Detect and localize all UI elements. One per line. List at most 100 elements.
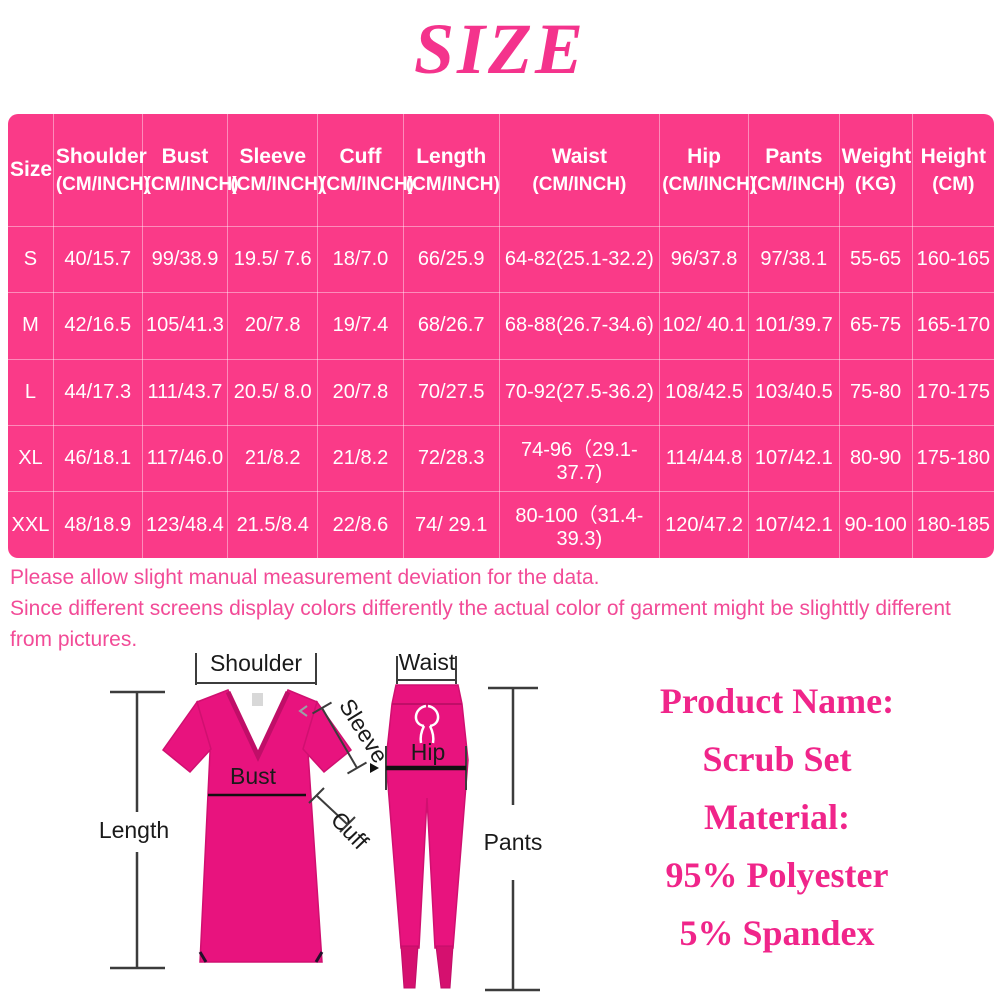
size-label: S	[8, 225, 54, 294]
size-value: 18/7.0	[317, 225, 404, 294]
measurement-diagram: Shoulder Sleeve Bust Cuff Length Waist	[99, 649, 543, 992]
size-value: 74-96（29.1-37.7)	[498, 424, 661, 493]
pants-measure-line	[485, 686, 540, 992]
size-value: 19.5/ 7.6	[227, 225, 319, 294]
size-value: 101/39.7	[747, 292, 840, 360]
size-value: 107/42.1	[747, 424, 840, 493]
size-table-head-row: Size Shoulder (CM/INCH) Bust (CM/INCH) Sleeve…	[8, 114, 994, 227]
measurement-notes: Please allow slight manual measurement d…	[10, 562, 970, 655]
size-value: 170-175	[911, 358, 994, 426]
column-header-weight: Weight (KG)	[838, 114, 913, 227]
column-header-shoulder: Shoulder (CM/INCH)	[52, 114, 150, 227]
hip-label: Hip	[411, 739, 446, 765]
size-row-l: L 44/17.3 111/43.7 20.5/ 8.0 20/7.8 70/27.5 70…	[8, 358, 994, 426]
size-value: 99/38.9	[141, 225, 229, 294]
size-value: 96/37.8	[659, 225, 749, 294]
size-row-s: S 40/15.7 99/38.9 19.5/ 7.6 18/7.0 66/25.9 64-…	[8, 225, 994, 294]
size-value: 103/40.5	[747, 358, 840, 426]
size-value: 111/43.7	[141, 358, 229, 426]
size-label: XL	[8, 424, 54, 493]
column-header-length: Length (CM/INCH)	[402, 114, 500, 227]
size-label: M	[8, 292, 54, 360]
size-value: 74/ 29.1	[402, 491, 500, 558]
column-header-pants: Pants (CM/INCH)	[747, 114, 845, 227]
column-header-bust: Bust (CM/INCH)	[141, 114, 239, 227]
waist-measure-line	[396, 656, 457, 684]
size-value: 42/16.5	[52, 292, 143, 360]
size-value: 64-82(25.1-32.2)	[498, 225, 661, 294]
size-row-xl: XL 46/18.1 117/46.0 21/8.2 21/8.2 72/28.3 74-9…	[8, 424, 994, 493]
note-line: Please allow slight manual measurement d…	[10, 566, 600, 589]
size-value: 20/7.8	[317, 358, 404, 426]
size-value: 66/25.9	[402, 225, 500, 294]
size-value: 97/38.1	[747, 225, 840, 294]
product-info-line: 95% Polyester	[665, 855, 889, 895]
size-value: 21/8.2	[317, 424, 404, 493]
scrub-pants-illustration	[385, 684, 469, 989]
size-row-m: M 42/16.5 105/41.3 20/7.8 19/7.4 68/26.7 68-88…	[8, 292, 994, 360]
waist-label: Waist	[399, 649, 456, 675]
pants-label: Pants	[484, 829, 543, 855]
product-info: Product Name: Scrub Set Material: 95% Po…	[612, 672, 942, 962]
scrub-top-illustration	[161, 689, 353, 963]
cuff-label: Cuff	[326, 806, 374, 855]
size-value: 55-65	[838, 225, 913, 294]
column-header-size: Size	[8, 114, 54, 227]
drawstring	[414, 704, 440, 744]
length-measure-line	[110, 690, 165, 970]
size-value: 44/17.3	[52, 358, 143, 426]
v-neck-collar	[225, 690, 291, 762]
column-header-waist: Waist (CM/INCH)	[498, 114, 661, 227]
sleeve-measure-line	[311, 701, 368, 775]
cuff-measure-line	[308, 787, 356, 833]
size-value: 68/26.7	[402, 292, 500, 360]
size-value: 117/46.0	[141, 424, 229, 493]
size-value: 108/42.5	[659, 358, 749, 426]
hip-measure-line	[370, 746, 467, 790]
page-title: SIZE	[413, 9, 587, 89]
size-table-body: S 40/15.7 99/38.9 19.5/ 7.6 18/7.0 66/25.9 64-…	[8, 225, 994, 558]
size-value: 90-100	[838, 491, 913, 558]
size-table: Size Shoulder (CM/INCH) Bust (CM/INCH) Sleeve…	[8, 114, 994, 558]
size-value: 114/44.8	[659, 424, 749, 493]
size-value: 102/ 40.1	[659, 292, 749, 360]
size-value: 46/18.1	[52, 424, 143, 493]
brand-mark-icon	[298, 705, 308, 717]
size-label: L	[8, 358, 54, 426]
size-table-wrap: Size Shoulder (CM/INCH) Bust (CM/INCH) Sleeve…	[8, 114, 994, 558]
column-header-sleeve: Sleeve (CM/INCH)	[227, 114, 324, 227]
column-header-height: Height (CM)	[911, 114, 994, 227]
size-value: 20/7.8	[227, 292, 319, 360]
size-value: 105/41.3	[141, 292, 229, 360]
length-label: Length	[99, 817, 169, 843]
size-value: 107/42.1	[747, 491, 840, 558]
size-value: 21.5/8.4	[227, 491, 319, 558]
shoulder-measure-line	[195, 653, 317, 685]
column-header-hip: Hip (CM/INCH)	[659, 114, 756, 227]
size-value: 19/7.4	[317, 292, 404, 360]
size-value: 175-180	[911, 424, 994, 493]
note-line: Since different screens display colors d…	[10, 597, 951, 651]
size-value: 68-88(26.7-34.6)	[498, 292, 661, 360]
size-value: 120/47.2	[659, 491, 749, 558]
size-value: 22/8.6	[317, 491, 404, 558]
size-value: 180-185	[911, 491, 994, 558]
size-value: 70/27.5	[402, 358, 500, 426]
column-header-cuff: Cuff (CM/INCH)	[317, 114, 414, 227]
product-info-line: Material:	[704, 797, 850, 837]
size-value: 48/18.9	[52, 491, 143, 558]
size-label: XXL	[8, 491, 54, 558]
product-info-line: Product Name:	[659, 681, 895, 721]
size-value: 70-92(27.5-36.2)	[498, 358, 661, 426]
size-value: 20.5/ 8.0	[227, 358, 319, 426]
size-value: 40/15.7	[52, 225, 143, 294]
shoulder-label: Shoulder	[210, 650, 302, 676]
size-value: 65-75	[838, 292, 913, 360]
bust-label: Bust	[230, 763, 277, 789]
product-info-line: 5% Spandex	[679, 913, 875, 953]
size-row-xxl: XXL 48/18.9 123/48.4 21.5/8.4 22/8.6 74/ 29.1…	[8, 491, 994, 558]
neck-tag	[252, 693, 263, 706]
size-value: 21/8.2	[227, 424, 319, 493]
size-value: 80-100（31.4-39.3)	[498, 491, 661, 558]
